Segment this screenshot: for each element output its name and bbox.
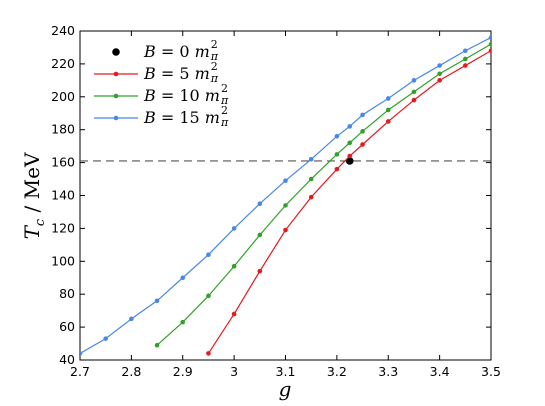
data-point [308, 176, 314, 182]
data-point [206, 252, 211, 258]
data-point [385, 119, 391, 124]
data-point [257, 232, 263, 238]
data-point [463, 48, 468, 54]
x-tick-label: 3.2 [327, 364, 347, 379]
y-tick-label: 80 [59, 286, 75, 301]
data-point [411, 89, 417, 95]
x-tick-label: 2.9 [173, 364, 193, 379]
data-point [488, 48, 491, 54]
x-tick-label: 3.5 [481, 364, 501, 379]
legend-marker [113, 71, 119, 77]
x-tick-label: 2.7 [70, 364, 90, 379]
data-point [360, 129, 365, 134]
data-point [103, 336, 108, 341]
y-tick-label: 100 [51, 253, 75, 268]
legend-label: B = 10 m2 π [143, 82, 229, 107]
y-tick-label: 200 [51, 89, 75, 104]
data-point [488, 41, 491, 47]
data-point [334, 133, 340, 139]
data-point [231, 311, 237, 317]
data-point [385, 107, 391, 113]
data-point [180, 319, 186, 325]
data-point [308, 194, 314, 200]
y-tick-label: 240 [51, 23, 75, 38]
legend-marker [113, 93, 119, 99]
data-point [206, 351, 211, 356]
legend: B = 0 m2 πB = 5 m2 πB = 10 m2 πB = 15 m2 π [94, 38, 229, 129]
series-group [80, 35, 491, 356]
svg-text:Tc / MeV: Tc / MeV [20, 152, 48, 239]
y-tick-label: 220 [51, 56, 75, 71]
legend-marker [113, 115, 119, 121]
y-axis-label: Tc / MeV [20, 152, 48, 239]
x-tick-label: 3.1 [276, 364, 296, 379]
x-tick-label: 2.8 [121, 364, 141, 379]
data-point [347, 140, 353, 146]
series-3 [80, 35, 491, 356]
y-tick-label: 40 [59, 352, 75, 367]
data-point [463, 56, 468, 62]
series-line [80, 37, 491, 354]
data-point [283, 203, 288, 208]
series-2 [154, 41, 491, 348]
data-point [231, 263, 237, 269]
data-point [283, 178, 288, 183]
data-point [257, 268, 263, 274]
data-point [488, 35, 491, 40]
x-tick-label: 3.4 [430, 364, 450, 379]
ticks [79, 30, 492, 361]
data-point [334, 152, 340, 157]
data-point [463, 63, 468, 68]
data-point [80, 351, 83, 356]
data-point [437, 63, 442, 68]
series-1 [206, 48, 491, 356]
data-point [257, 201, 263, 207]
data-point [345, 157, 354, 165]
legend-marker [112, 48, 120, 56]
data-point [206, 293, 211, 299]
data-point [385, 96, 391, 101]
data-point [180, 275, 186, 281]
data-point [231, 226, 237, 231]
data-point [347, 153, 353, 159]
legend-label: B = 5 m2 π [143, 60, 219, 85]
y-tick-label: 140 [51, 188, 75, 203]
data-point [129, 316, 134, 322]
x-tick-label: 3 [230, 364, 238, 379]
data-point [411, 78, 417, 83]
data-point [360, 112, 365, 118]
data-point [308, 157, 314, 162]
x-axis-label: g [279, 377, 292, 401]
data-point [360, 142, 365, 147]
data-point [334, 166, 340, 172]
legend-label: B = 0 m2 π [143, 38, 219, 63]
data-point [437, 71, 442, 77]
y-tick-label: 120 [51, 220, 75, 235]
legend-label: B = 15 m2 π [143, 104, 229, 129]
data-point [411, 97, 417, 103]
series-0 [345, 157, 354, 165]
y-tick-labels: 40 60 80 100 120 140 160 180 200 220 240 [51, 23, 75, 367]
x-tick-labels: 2.7 2.8 2.9 3 3.1 3.2 3.3 3.4 3.5 [70, 364, 501, 379]
data-point [154, 298, 160, 304]
x-tick-label: 3.3 [378, 364, 398, 379]
y-tick-label: 60 [59, 319, 75, 334]
y-tick-label: 160 [51, 155, 75, 170]
data-point [437, 78, 442, 83]
data-point [283, 227, 288, 233]
y-tick-label: 180 [51, 122, 75, 137]
data-point [154, 342, 160, 348]
data-point [347, 124, 353, 129]
